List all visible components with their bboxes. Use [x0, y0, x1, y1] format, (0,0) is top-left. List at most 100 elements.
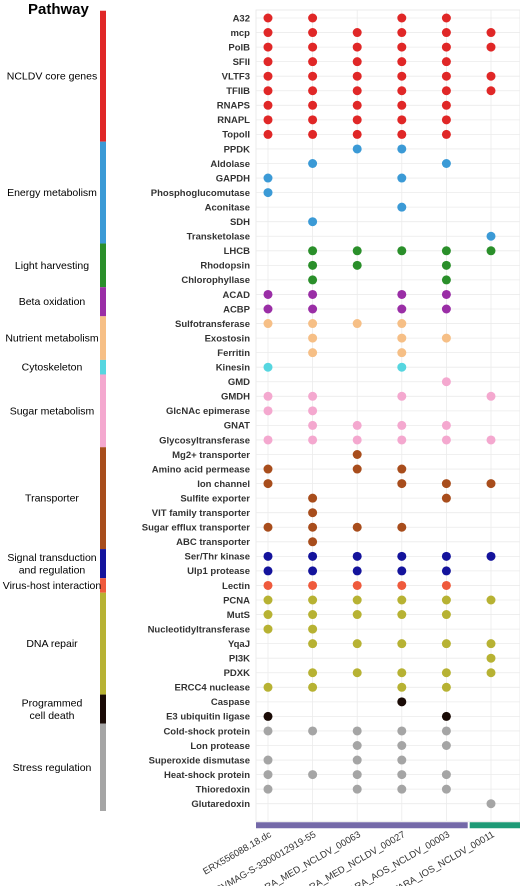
gene-label: Cold-shock protein [163, 726, 250, 737]
presence-dot [441, 28, 451, 38]
presence-dot [308, 566, 318, 576]
presence-dot [397, 464, 407, 474]
presence-dot [352, 784, 362, 794]
presence-dot [486, 42, 496, 52]
presence-dot [352, 115, 362, 125]
presence-dot [308, 260, 318, 270]
gene-label: Glycosyltransferase [159, 435, 250, 446]
presence-dot [441, 42, 451, 52]
presence-dot [308, 159, 318, 168]
presence-dot [486, 71, 496, 81]
presence-dot [486, 668, 496, 678]
presence-dot [263, 115, 273, 125]
presence-dot [308, 726, 318, 736]
gene-label: Heat-shock protein [164, 770, 250, 781]
gene-label: PolB [228, 42, 250, 53]
dots [263, 13, 496, 809]
gene-label: ABC transporter [176, 537, 250, 548]
pathway-label: Transporter [25, 493, 79, 505]
presence-dot [308, 13, 318, 23]
gene-label: Glutaredoxin [191, 799, 250, 810]
gene-label: GlcNAc epimerase [166, 406, 250, 417]
presence-dot [352, 522, 362, 532]
grid-lines [255, 9, 520, 822]
gene-label: YqaJ [228, 639, 250, 650]
pathway-bar [100, 578, 106, 593]
presence-dot [263, 289, 273, 299]
pathway-bar [100, 694, 106, 724]
presence-dot [397, 362, 407, 372]
presence-dot [441, 333, 451, 343]
pathway-label: Stress regulation [13, 762, 92, 774]
presence-dot [308, 57, 318, 67]
presence-dot [263, 86, 273, 96]
presence-dot [441, 289, 451, 299]
gene-label: GNAT [224, 421, 250, 432]
presence-dot [486, 246, 496, 256]
presence-dot [397, 129, 407, 139]
presence-dot [352, 319, 362, 329]
gene-label: Chlorophyllase [181, 275, 250, 286]
gene-label: Lectin [222, 581, 250, 592]
gene-label: Aldolase [210, 159, 250, 170]
presence-dot [308, 71, 318, 81]
presence-dot [486, 479, 496, 489]
presence-dot [441, 260, 451, 270]
presence-dot [352, 726, 362, 736]
presence-dot [441, 595, 451, 605]
gene-label: VLTF3 [222, 72, 250, 83]
gene-label: ACAD [223, 290, 251, 301]
presence-dot [441, 726, 451, 736]
gene-label: Aconitase [205, 202, 250, 213]
presence-dot [308, 639, 318, 649]
gene-label: Exostosin [205, 333, 251, 344]
pathway-label: Sugar metabolism [10, 405, 95, 417]
pathway-bar [100, 549, 106, 579]
gene-label: PPDK [224, 144, 251, 155]
presence-dot [352, 260, 362, 270]
presence-dot [397, 595, 407, 605]
gene-label: Sulfite exporter [180, 493, 250, 504]
presence-dot [441, 580, 451, 590]
presence-dot [352, 580, 362, 590]
pathway-label: Beta oxidation [19, 296, 86, 308]
presence-dot [441, 275, 451, 285]
presence-dot [263, 580, 273, 590]
presence-dot [263, 522, 273, 532]
pathway-label: Cytoskeleton [22, 362, 83, 374]
presence-dot [486, 435, 496, 445]
presence-dot [308, 420, 318, 430]
presence-dot [263, 624, 273, 634]
presence-dot [397, 391, 407, 401]
gene-label: LHCB [224, 246, 251, 257]
presence-dot [263, 362, 273, 372]
presence-dot [352, 71, 362, 81]
presence-dot [352, 57, 362, 67]
presence-dot [308, 333, 318, 343]
presence-dot [441, 304, 451, 314]
pathway-label: NCLDV core genes [7, 71, 97, 83]
presence-dot [441, 741, 451, 750]
presence-dot [352, 100, 362, 110]
presence-dot [441, 115, 451, 125]
presence-dot [441, 668, 451, 678]
presence-dot [352, 668, 362, 678]
presence-dot [263, 57, 273, 67]
presence-dot [263, 42, 273, 52]
presence-dot [352, 435, 362, 445]
presence-dot [441, 100, 451, 110]
gene-label: Nucleotidyltransferase [148, 624, 250, 635]
presence-dot [441, 13, 451, 23]
gene-label: mcp [230, 28, 250, 39]
presence-dot [308, 435, 318, 445]
presence-dot [263, 479, 273, 489]
presence-dot [263, 435, 273, 445]
presence-dot [263, 551, 273, 561]
presence-dot [308, 86, 318, 96]
gene-label: ACBP [223, 304, 251, 315]
presence-dot [397, 784, 407, 794]
presence-dot [352, 144, 362, 154]
gene-label: E3 ubiquitin ligase [166, 712, 250, 723]
presence-dot [308, 275, 318, 285]
gene-label: Thioredoxin [196, 784, 251, 795]
